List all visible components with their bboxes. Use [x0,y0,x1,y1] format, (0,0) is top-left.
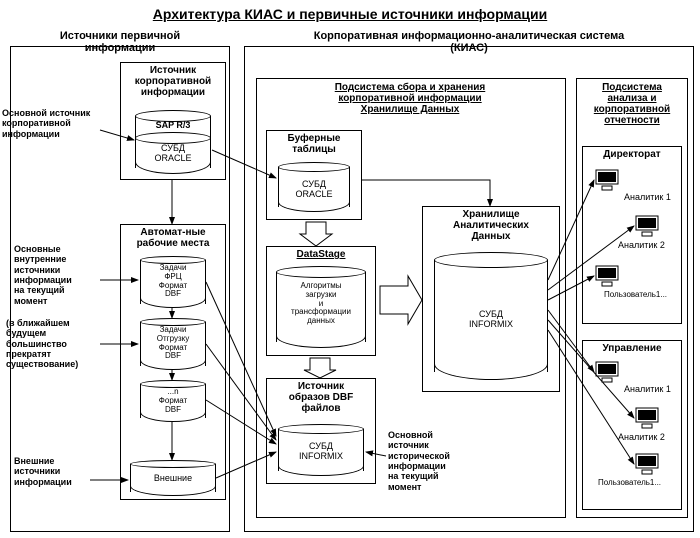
note-internal: Основные внутренние источники информации… [14,244,114,306]
user-label: Аналитик 2 [618,432,665,442]
monitor-icon [594,168,622,192]
kias-title: Корпоративная информационно-аналитическа… [246,30,692,54]
cyl-n-label: ...n Формат DBF [140,388,206,414]
directorate-title: Директорат [583,147,681,162]
dbf-cyl: СУБД INFORMIX [278,424,364,476]
dw-title: Хранилище Аналитических Данных [423,207,559,244]
dw-cyl-label: СУБД INFORMIX [434,310,548,330]
monitor-icon [634,214,662,238]
buffer-cyl: СУБД ORACLE [278,162,350,212]
note-internal-b: (в ближайшем будущем большинство прекрат… [6,318,118,370]
note-historical: Основной источник исторической информаци… [388,430,488,492]
sap-label: SAP R/3 [135,121,211,131]
monitor-icon [634,406,662,430]
note-external: Внешние источники информации [14,456,114,487]
cyl-ext-label: Внешние [130,474,216,484]
dw-cyl: СУБД INFORMIX [434,252,548,380]
user-label: Пользователь1... [604,290,667,299]
user-label: Аналитик 2 [618,240,665,250]
cyl-frc: Задачи ФРЦ Формат DBF [140,256,206,308]
buffer-title: Буферные таблицы [267,131,361,157]
dbf-cyl-label: СУБД INFORMIX [278,442,364,462]
buffer-cyl-label: СУБД ORACLE [278,180,350,200]
monitor-icon [594,264,622,288]
monitor-icon [634,452,662,476]
dbf-title: Источник образов DBF файлов [267,379,375,416]
note-corp-source: Основной источник корпоративной информац… [2,108,112,139]
arm-title: Автомат-ные рабочие места [121,225,225,251]
cyl-n: ...n Формат DBF [140,380,206,422]
diagram-canvas: Архитектура КИАС и первичные источники и… [0,0,700,538]
datastage-cyl-label: Алгоритмы загрузки и трансформации данны… [276,282,366,326]
user-label: Аналитик 1 [624,192,671,202]
main-title: Архитектура КИАС и первичные источники и… [80,6,620,22]
cyl-frc-label: Задачи ФРЦ Формат DBF [140,264,206,299]
source-corp-title: Источник корпоративной информации [121,63,225,100]
cyl-otgr-label: Задачи Отгрузку Формат DBF [140,326,206,361]
oracle-label: СУБД ORACLE [135,144,211,164]
datastage-cyl: Алгоритмы загрузки и трансформации данны… [276,266,366,348]
user-label: Аналитик 1 [624,384,671,394]
subsystem-analysis-title: Подсистема анализа и корпоративной отчет… [578,82,686,126]
left-panel-title: Источники первичной информации [12,30,228,54]
user-label: Пользователь1... [598,478,661,487]
sap-cylinder: SAP R/3 СУБД ORACLE [135,110,211,174]
datastage-title: DataStage [267,247,375,262]
cyl-ext: Внешние [130,460,216,496]
cyl-otgr: Задачи Отгрузку Формат DBF [140,318,206,370]
subsystem-storage-title: Подсистема сбора и хранения корпоративно… [290,82,530,115]
monitor-icon [594,360,622,384]
management-title: Управление [583,341,681,356]
